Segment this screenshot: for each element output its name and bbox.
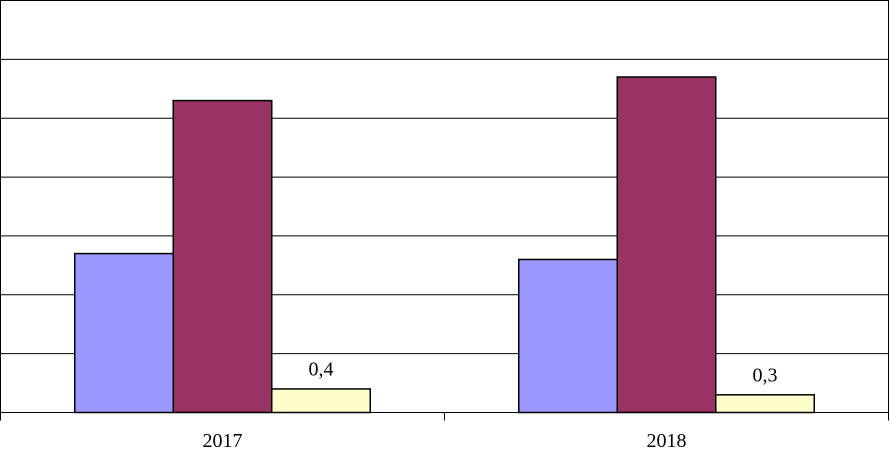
bar [715,394,815,414]
data-label: 0,3 [753,364,778,386]
x-tick-label: 2018 [647,430,687,451]
data-label: 0,4 [309,359,334,381]
bar [74,252,174,414]
bar [271,388,371,414]
bar [172,99,273,414]
bar [518,258,618,414]
bar [616,76,717,414]
x-tick-label: 2017 [203,430,243,451]
